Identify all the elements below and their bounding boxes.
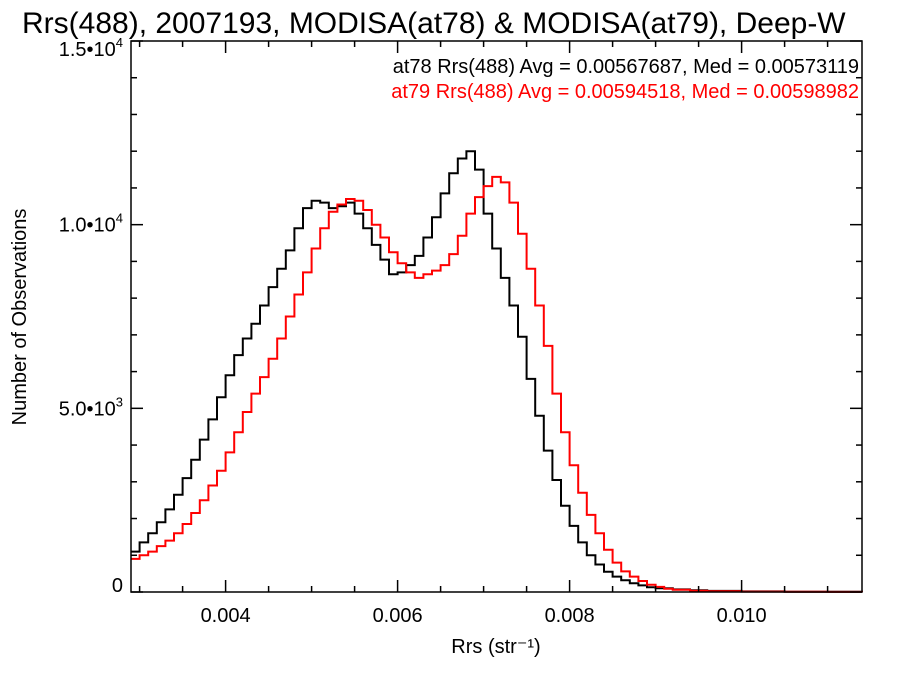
chart-title: Rrs(488), 2007193, MODISA(at78) & MODISA… [22,7,846,40]
y-tick-label-mantissa: 1.5•10 [59,39,116,61]
y-tick-label-exponent: 4 [116,35,123,50]
x-axis-label: Rrs (str⁻¹) [451,636,540,658]
annotation-at79: at79 Rrs(488) Avg = 0.00594518, Med = 0.… [391,81,859,103]
y-tick-label: 0 [112,575,123,597]
y-tick-label: 1.0•104 [59,211,123,237]
y-tick-label-mantissa: 5.0•10 [59,398,116,420]
y-tick-label: 5.0•103 [59,394,123,420]
x-tick-label: 0.008 [545,605,595,627]
y-tick-label: 1.5•104 [59,35,123,61]
y-axis-label: Number of Observations [9,209,31,426]
x-tick-label: 0.004 [201,605,251,627]
series-line-1 [131,175,863,593]
y-tick-label-mantissa: 1.0•10 [59,215,116,237]
x-axis: 0.004 0.006 0.008 0.010 [138,41,829,627]
y-tick-label-mantissa: 0 [112,575,123,597]
x-tick-label: 0.006 [373,605,423,627]
y-tick-label-exponent: 3 [116,394,123,409]
plot-frame [130,40,863,593]
x-tick-label: 0.010 [717,605,767,627]
series-layer [131,150,863,593]
y-tick-label-exponent: 4 [116,211,123,226]
annotation-at78: at78 Rrs(488) Avg = 0.00567687, Med = 0.… [393,56,859,78]
series-line-0 [131,150,863,593]
